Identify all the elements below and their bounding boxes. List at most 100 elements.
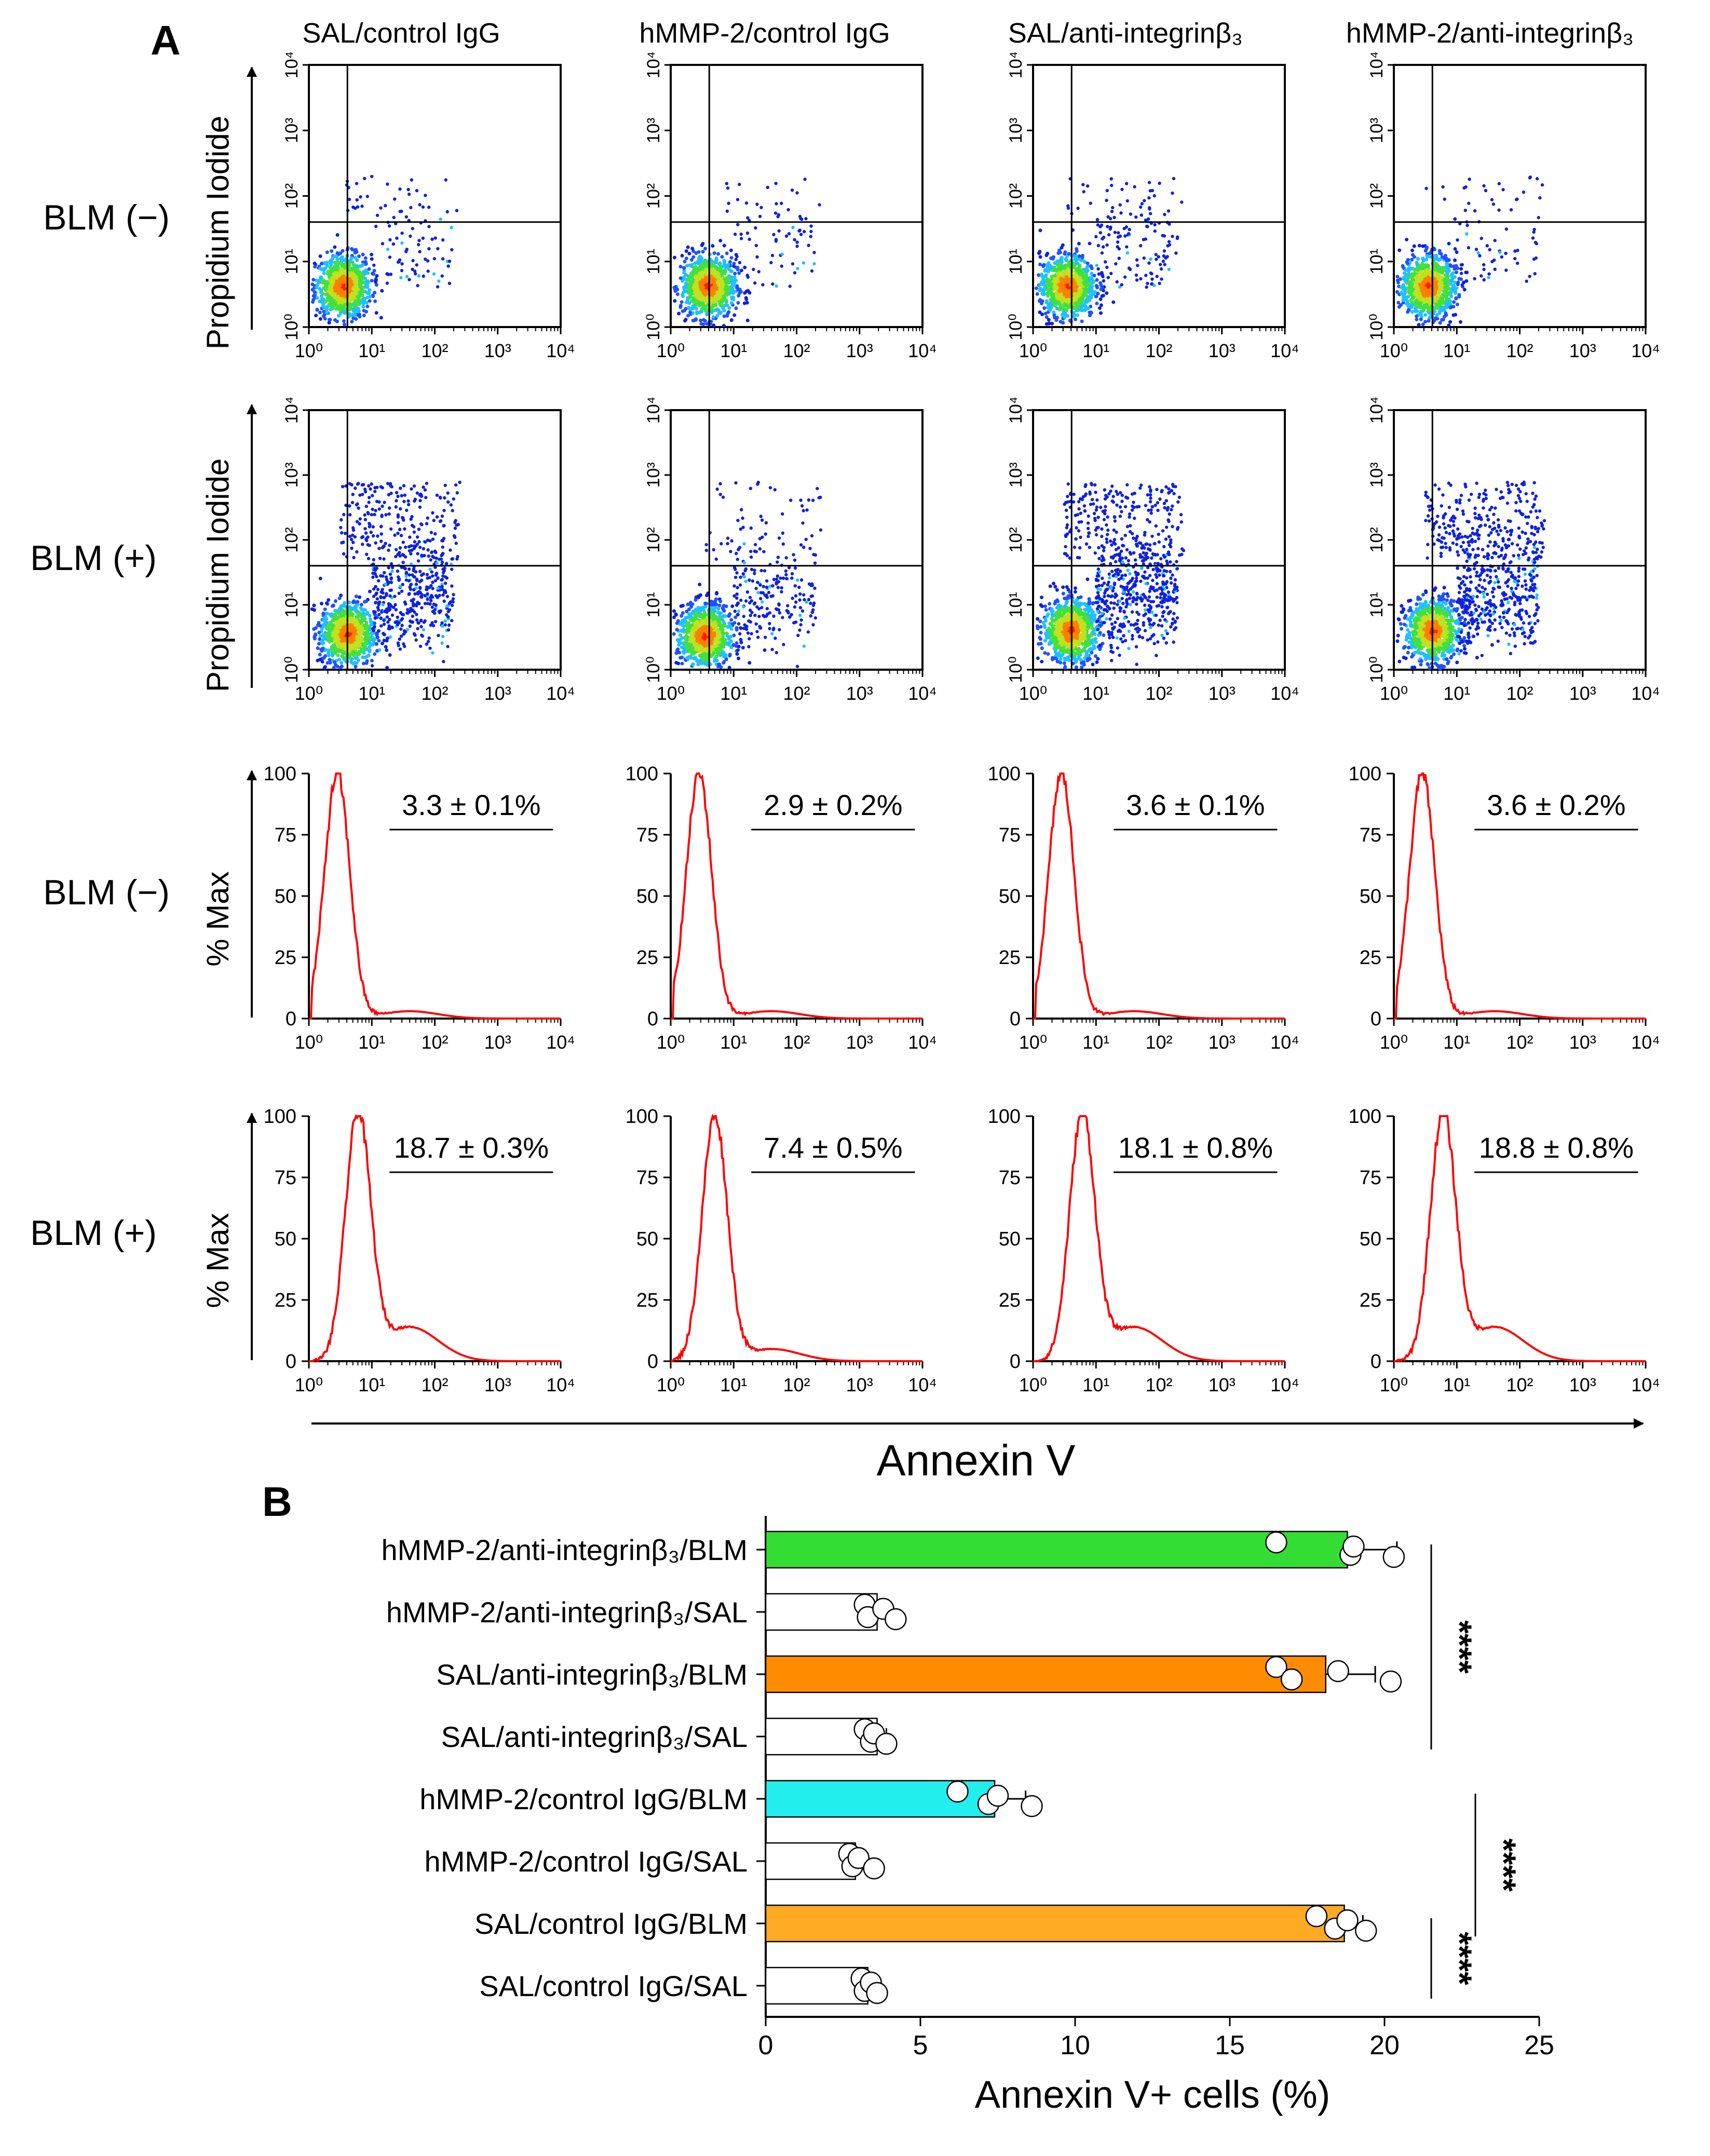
- dot-event: [683, 260, 687, 264]
- dot-event: [356, 313, 360, 317]
- dot-event: [1482, 278, 1486, 282]
- dot-event: [1109, 272, 1113, 275]
- dot-event: [791, 225, 795, 229]
- dot-event: [313, 634, 317, 639]
- dot-event: [354, 608, 358, 613]
- dot-event: [335, 288, 339, 292]
- dot-event: [1067, 268, 1071, 272]
- dot-event: [1089, 277, 1093, 281]
- dot-event: [1406, 257, 1410, 262]
- dot-event: [673, 287, 677, 291]
- dot-event: [336, 297, 340, 301]
- column-title-4: hMMP-2/anti-integrinβ₃: [1346, 18, 1634, 49]
- dot-event: [1078, 296, 1082, 301]
- dot-event: [1150, 277, 1154, 281]
- dot-event: [722, 259, 726, 263]
- dot-event: [721, 264, 725, 268]
- dot-event: [332, 299, 336, 303]
- dot-event: [1525, 279, 1528, 283]
- dot-event: [796, 267, 799, 270]
- dot-event: [340, 267, 344, 271]
- dot-event: [398, 187, 402, 191]
- dot-event: [745, 301, 749, 305]
- dot-event: [682, 266, 686, 270]
- dot-event: [1059, 256, 1063, 261]
- dot-event: [332, 254, 336, 259]
- dot-event: [1106, 276, 1110, 279]
- dot-event: [393, 197, 397, 201]
- dot-event: [1434, 284, 1438, 288]
- dot-event: [360, 287, 364, 291]
- dot-event: [332, 660, 336, 664]
- dot-event: [333, 276, 337, 280]
- dot-event: [1143, 199, 1146, 202]
- dot-event: [1448, 320, 1453, 324]
- dot-event: [700, 256, 704, 261]
- dot-event: [1443, 197, 1446, 201]
- dot-event: [678, 265, 683, 269]
- dot-event: [328, 658, 332, 662]
- dot-event: [375, 213, 379, 218]
- dot-event: [455, 209, 459, 212]
- dot-event: [1446, 270, 1450, 274]
- dot-event: [316, 646, 320, 650]
- dot-event: [729, 301, 734, 305]
- dot-event: [1478, 254, 1482, 257]
- dot-event: [1447, 258, 1451, 262]
- dot-event: [1064, 275, 1068, 279]
- dot-event: [1073, 257, 1077, 261]
- dot-event: [1076, 303, 1080, 307]
- dot-event: [387, 224, 391, 228]
- dot-event: [1115, 280, 1119, 284]
- dot-event: [384, 204, 387, 208]
- dot-event: [698, 260, 702, 264]
- dot-event: [711, 244, 715, 248]
- dot-event: [1410, 300, 1414, 304]
- dot-event: [1426, 275, 1430, 279]
- dot-event: [710, 287, 714, 291]
- dot-event: [1056, 266, 1061, 270]
- dot-event: [746, 216, 750, 220]
- dot-event: [1055, 306, 1059, 310]
- dot-event: [1077, 265, 1081, 269]
- dot-event: [775, 284, 778, 288]
- dot-event: [1147, 261, 1151, 265]
- dot-event: [745, 231, 750, 235]
- dot-event: [809, 229, 813, 234]
- dot-event: [385, 666, 389, 670]
- column-title-3: SAL/anti-integrinβ₃: [1008, 18, 1243, 49]
- dot-event: [717, 262, 722, 266]
- dot-event: [1125, 245, 1129, 249]
- dot-event: [1515, 197, 1519, 201]
- panel-b-letter: B: [262, 1479, 292, 1525]
- dot-event: [1085, 184, 1090, 188]
- dot-event: [1417, 243, 1421, 248]
- dot-event: [752, 267, 755, 272]
- dot-event: [712, 290, 716, 294]
- dot-event: [421, 205, 425, 209]
- column-title-1: SAL/control IgG: [302, 18, 500, 49]
- dot-event: [731, 295, 735, 300]
- dot-event: [450, 248, 454, 252]
- dot-event: [1152, 283, 1156, 288]
- dot-event: [716, 297, 721, 301]
- dot-event: [1447, 287, 1451, 291]
- dot-event: [322, 271, 326, 275]
- dot-ytick-label: 10¹: [1367, 249, 1387, 274]
- dot-event: [699, 288, 703, 292]
- dot-event: [338, 251, 343, 255]
- dot-event: [386, 273, 390, 276]
- dot-event: [1476, 251, 1480, 255]
- dot-event: [1085, 261, 1090, 265]
- dot-event: [1035, 292, 1039, 296]
- dot-event: [1464, 279, 1469, 283]
- dot-event: [744, 201, 749, 205]
- dot-event: [729, 275, 734, 279]
- dot-event: [350, 657, 354, 661]
- dot-event: [1175, 236, 1179, 240]
- dot-event: [710, 271, 714, 275]
- dot-event: [1534, 256, 1538, 260]
- dot-event: [1447, 323, 1451, 328]
- dot-event: [700, 270, 704, 274]
- dot-event: [369, 642, 373, 646]
